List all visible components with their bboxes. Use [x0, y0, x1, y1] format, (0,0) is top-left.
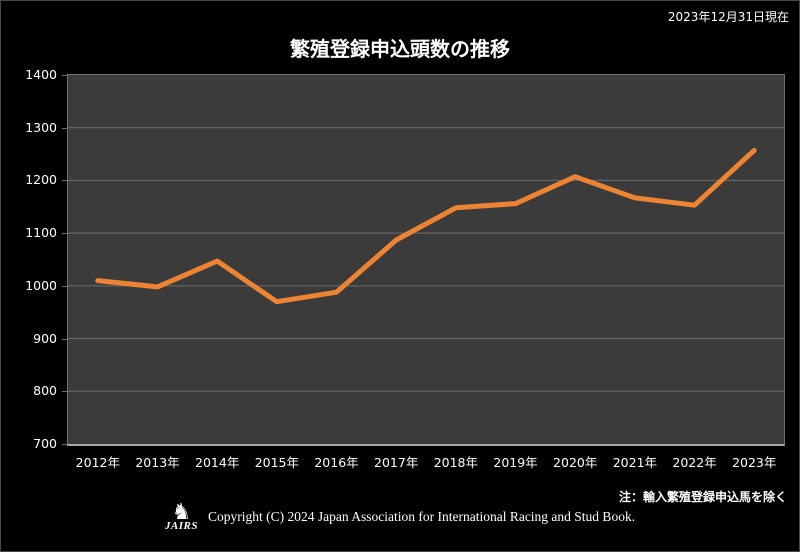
- y-tick-mark-900: [62, 339, 67, 340]
- x-tick-label-2016年: 2016年: [314, 455, 359, 470]
- x-tick-label-2018年: 2018年: [433, 455, 479, 470]
- y-tick-label-900: 900: [33, 330, 57, 346]
- jairs-logo-text: JAIRS: [164, 519, 198, 532]
- y-tick-mark-1100: [62, 233, 67, 234]
- y-tick-label-1400: 1400: [25, 67, 57, 82]
- y-tick-mark-1400: [62, 75, 67, 76]
- x-axis-labels: 2012年 2013年 2014年 2015年 2016年 2017年 2018年 2019年…: [68, 452, 784, 471]
- y-tick-mark-700: [62, 444, 67, 445]
- as-of-date: 2023年12月31日現在: [667, 10, 789, 24]
- x-tick-label-2023年: 2023年: [732, 455, 777, 470]
- x-tick-label-2012年: 2012年: [75, 455, 120, 470]
- x-tick-label-2015年: 2015年: [254, 455, 299, 470]
- y-tick-mark-1200: [62, 180, 67, 181]
- x-tick-label-2020年: 2020年: [553, 455, 598, 470]
- x-tick-label-2014年: 2014年: [195, 455, 240, 470]
- jairs-logo: ♞ JAIRS: [164, 500, 198, 532]
- y-tick-label-1100: 1100: [25, 225, 57, 241]
- y-tick-label-700: 700: [33, 436, 57, 451]
- y-tick-label-1200: 1200: [25, 172, 57, 188]
- y-tick-label-1300: 1300: [25, 119, 57, 135]
- x-tick-label-2019年: 2019年: [493, 455, 538, 470]
- data-line: [95, 147, 757, 305]
- x-tick-label-2013年: 2013年: [135, 455, 180, 470]
- plot-area: [67, 74, 785, 446]
- y-tick-mark-800: [62, 391, 67, 392]
- x-tick-label-2017年: 2017年: [374, 455, 419, 470]
- y-tick-mark-1000: [62, 286, 67, 287]
- line-chart-svg: [68, 127, 784, 392]
- chart-title: 繁殖登録申込頭数の推移: [290, 37, 510, 61]
- copyright-row: ♞ JAIRS Copyright (C) 2024 Japan Associa…: [1, 500, 799, 532]
- x-tick-label-2022年: 2022年: [672, 455, 717, 470]
- horse-icon: ♞: [171, 500, 192, 525]
- y-tick-label-1000: 1000: [25, 277, 57, 293]
- copyright-text: Copyright (C) 2024 Japan Association for…: [208, 509, 636, 525]
- y-tick-label-800: 800: [33, 383, 57, 399]
- y-tick-mark-1300: [62, 128, 67, 129]
- footnote: 注：輸入繁殖登録申込馬を除く: [618, 490, 787, 504]
- x-tick-label-2021年: 2021年: [612, 455, 658, 470]
